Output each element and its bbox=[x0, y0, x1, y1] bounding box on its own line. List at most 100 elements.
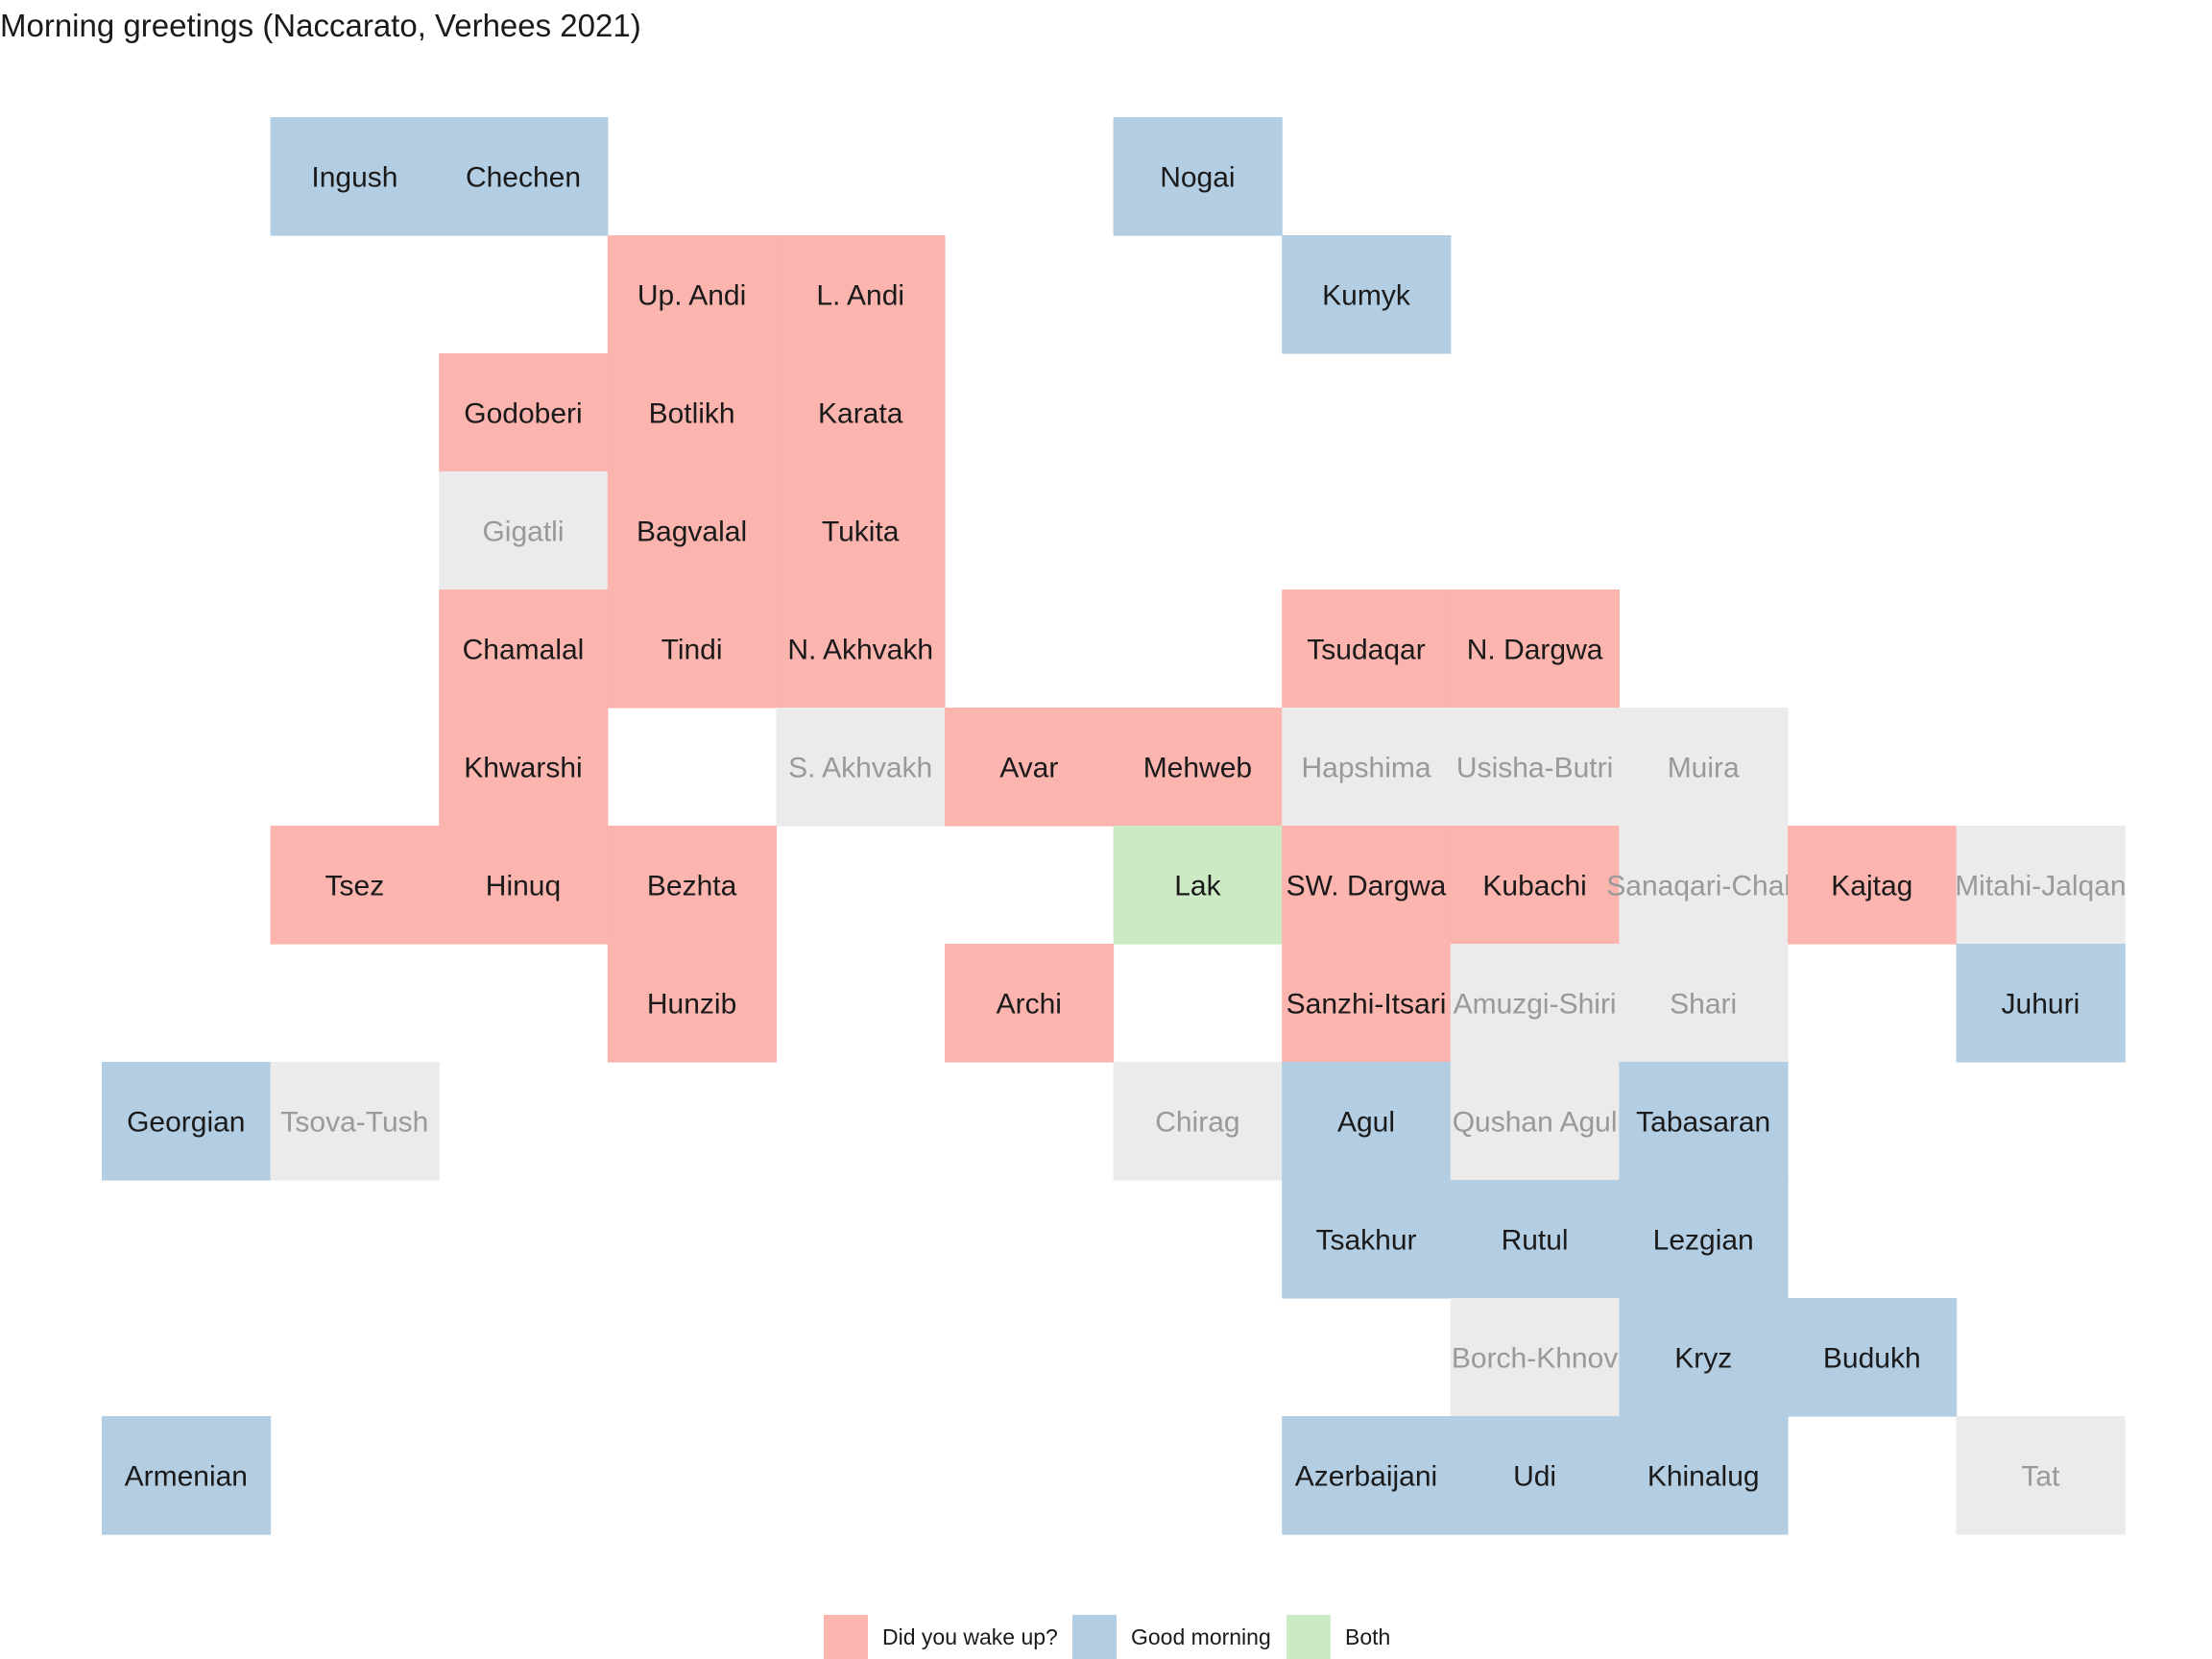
legend-item-morning: Good morning bbox=[1072, 1615, 1271, 1659]
tile-rect bbox=[1619, 708, 1789, 827]
tile-rect bbox=[776, 471, 946, 590]
tile-rect bbox=[439, 589, 609, 709]
tile-rect bbox=[1788, 1298, 1958, 1417]
tile-label: Chamalal bbox=[463, 635, 585, 666]
tile-karata: Karata bbox=[776, 353, 946, 472]
tile-rect bbox=[270, 1062, 440, 1181]
tile-rect bbox=[1788, 826, 1958, 945]
legend-item-both: Both bbox=[1286, 1615, 1390, 1659]
tile-rect bbox=[1282, 826, 1452, 945]
tile-label: Tsez bbox=[325, 871, 385, 902]
tile-chirag: Chirag bbox=[1113, 1062, 1283, 1181]
tile-label: Mitahi-Jalqan bbox=[1955, 871, 2126, 902]
legend-label-morning: Good morning bbox=[1131, 1624, 1271, 1649]
legend-item-wake: Did you wake up? bbox=[824, 1615, 1058, 1659]
tile-rect bbox=[1619, 1298, 1789, 1417]
tile-label: Khinalug bbox=[1647, 1461, 1760, 1493]
tile-juhuri: Juhuri bbox=[1956, 944, 2126, 1063]
tile-label: Kajtag bbox=[1831, 871, 1912, 902]
tile-budukh: Budukh bbox=[1788, 1298, 1958, 1417]
tile-rect bbox=[1450, 944, 1620, 1063]
chart-title: Morning greetings (Naccarato, Verhees 20… bbox=[0, 8, 641, 43]
tile-rect bbox=[945, 944, 1115, 1063]
tile-label: Avar bbox=[999, 753, 1058, 784]
tile-label: Tindi bbox=[661, 635, 723, 666]
tile-rect bbox=[102, 1416, 272, 1535]
tile-rect bbox=[439, 708, 609, 827]
tile-tat: Tat bbox=[1956, 1416, 2126, 1535]
tile-rect bbox=[1450, 1416, 1620, 1535]
tile-label: Muira bbox=[1668, 753, 1740, 784]
tile-rect bbox=[270, 117, 440, 236]
tile-rect bbox=[1619, 1180, 1789, 1299]
tile-label: Azerbaijani bbox=[1295, 1461, 1437, 1493]
tile-label: N. Dargwa bbox=[1467, 635, 1603, 666]
legend: Did you wake up? Good morning Both bbox=[824, 1615, 1390, 1659]
tile-label: Chechen bbox=[466, 162, 581, 194]
tile-rect bbox=[439, 117, 609, 236]
tile-label: Gigatli bbox=[482, 517, 564, 548]
tile-label: Tsudaqar bbox=[1307, 635, 1425, 666]
tile-label: Georgian bbox=[127, 1107, 245, 1139]
tile-label: Karata bbox=[818, 398, 903, 430]
tile-shari: Shari bbox=[1619, 944, 1789, 1063]
tile-rect bbox=[270, 826, 440, 945]
tile-borch-khnov: Borch-Khnov bbox=[1450, 1298, 1620, 1417]
legend-key-wake bbox=[824, 1615, 868, 1659]
tile-label: Tabasaran bbox=[1636, 1107, 1770, 1139]
tile-label: L. Andi bbox=[816, 280, 904, 312]
tile-rect bbox=[776, 235, 946, 354]
tile-label: Lezgian bbox=[1653, 1225, 1754, 1257]
tile-kajtag: Kajtag bbox=[1788, 826, 1958, 945]
tile-nogai: Nogai bbox=[1113, 117, 1283, 236]
tile-hinuq: Hinuq bbox=[439, 826, 609, 945]
tile-tukita: Tukita bbox=[776, 471, 946, 590]
tile-label: Botlikh bbox=[649, 398, 735, 430]
tile-amuzgi-shiri: Amuzgi-Shiri bbox=[1450, 944, 1620, 1063]
tile-s-akhvakh: S. Akhvakh bbox=[776, 708, 946, 827]
tile-label: Bezhta bbox=[647, 871, 737, 902]
tile-label: Borch-Khnov bbox=[1452, 1343, 1618, 1375]
tile-rect bbox=[1113, 826, 1283, 945]
tile-rect bbox=[607, 589, 777, 709]
tile-archi: Archi bbox=[945, 944, 1115, 1063]
tile-label: Agul bbox=[1337, 1107, 1395, 1139]
tile-label: Sanaqari-Chah bbox=[1606, 871, 1800, 902]
tile-rect bbox=[1619, 1416, 1789, 1535]
tile-label: Up. Andi bbox=[637, 280, 746, 312]
tile-label: Ingush bbox=[311, 162, 397, 194]
tile-hapshima: Hapshima bbox=[1282, 708, 1452, 827]
tile-rect bbox=[1956, 944, 2126, 1063]
tile-rect bbox=[776, 353, 946, 472]
tile-usisha-butri: Usisha-Butri bbox=[1450, 708, 1620, 827]
tile-rect bbox=[439, 826, 609, 945]
tile-label: Kubachi bbox=[1482, 871, 1586, 902]
tile-sanzhi-itsari: Sanzhi-Itsari bbox=[1282, 944, 1452, 1063]
tile-label: Amuzgi-Shiri bbox=[1454, 989, 1617, 1021]
tile-rect bbox=[945, 708, 1115, 827]
tiles-layer: Ingush Chechen Nogai Up. Andi L. Andi Kumyk Go… bbox=[102, 117, 2127, 1535]
tile-chamalal: Chamalal bbox=[439, 589, 609, 709]
tile-rect bbox=[1619, 944, 1789, 1063]
tile-label: Budukh bbox=[1823, 1343, 1921, 1375]
tile-label: S. Akhvakh bbox=[788, 753, 932, 784]
tile-label: Lak bbox=[1174, 871, 1221, 902]
tile-label: Armenian bbox=[125, 1461, 248, 1493]
tile-armenian: Armenian bbox=[102, 1416, 272, 1535]
tile-rect bbox=[1956, 1416, 2126, 1535]
tile-label: Qushan Agul bbox=[1453, 1107, 1618, 1139]
tile-label: SW. Dargwa bbox=[1286, 871, 1447, 902]
legend-key-morning bbox=[1072, 1615, 1117, 1659]
tile-tsudaqar: Tsudaqar bbox=[1282, 589, 1452, 709]
tile-rect bbox=[1450, 1298, 1620, 1417]
tile-rect bbox=[439, 353, 609, 472]
tile-udi: Udi bbox=[1450, 1416, 1620, 1535]
tile-rutul: Rutul bbox=[1450, 1180, 1620, 1299]
tile-tsez: Tsez bbox=[270, 826, 440, 945]
tile-up-andi: Up. Andi bbox=[607, 235, 777, 354]
tile-label: Sanzhi-Itsari bbox=[1286, 989, 1447, 1021]
tile-rect bbox=[1619, 826, 1789, 945]
tile-rect bbox=[1619, 1062, 1789, 1181]
tile-label: N. Akhvakh bbox=[787, 635, 933, 666]
